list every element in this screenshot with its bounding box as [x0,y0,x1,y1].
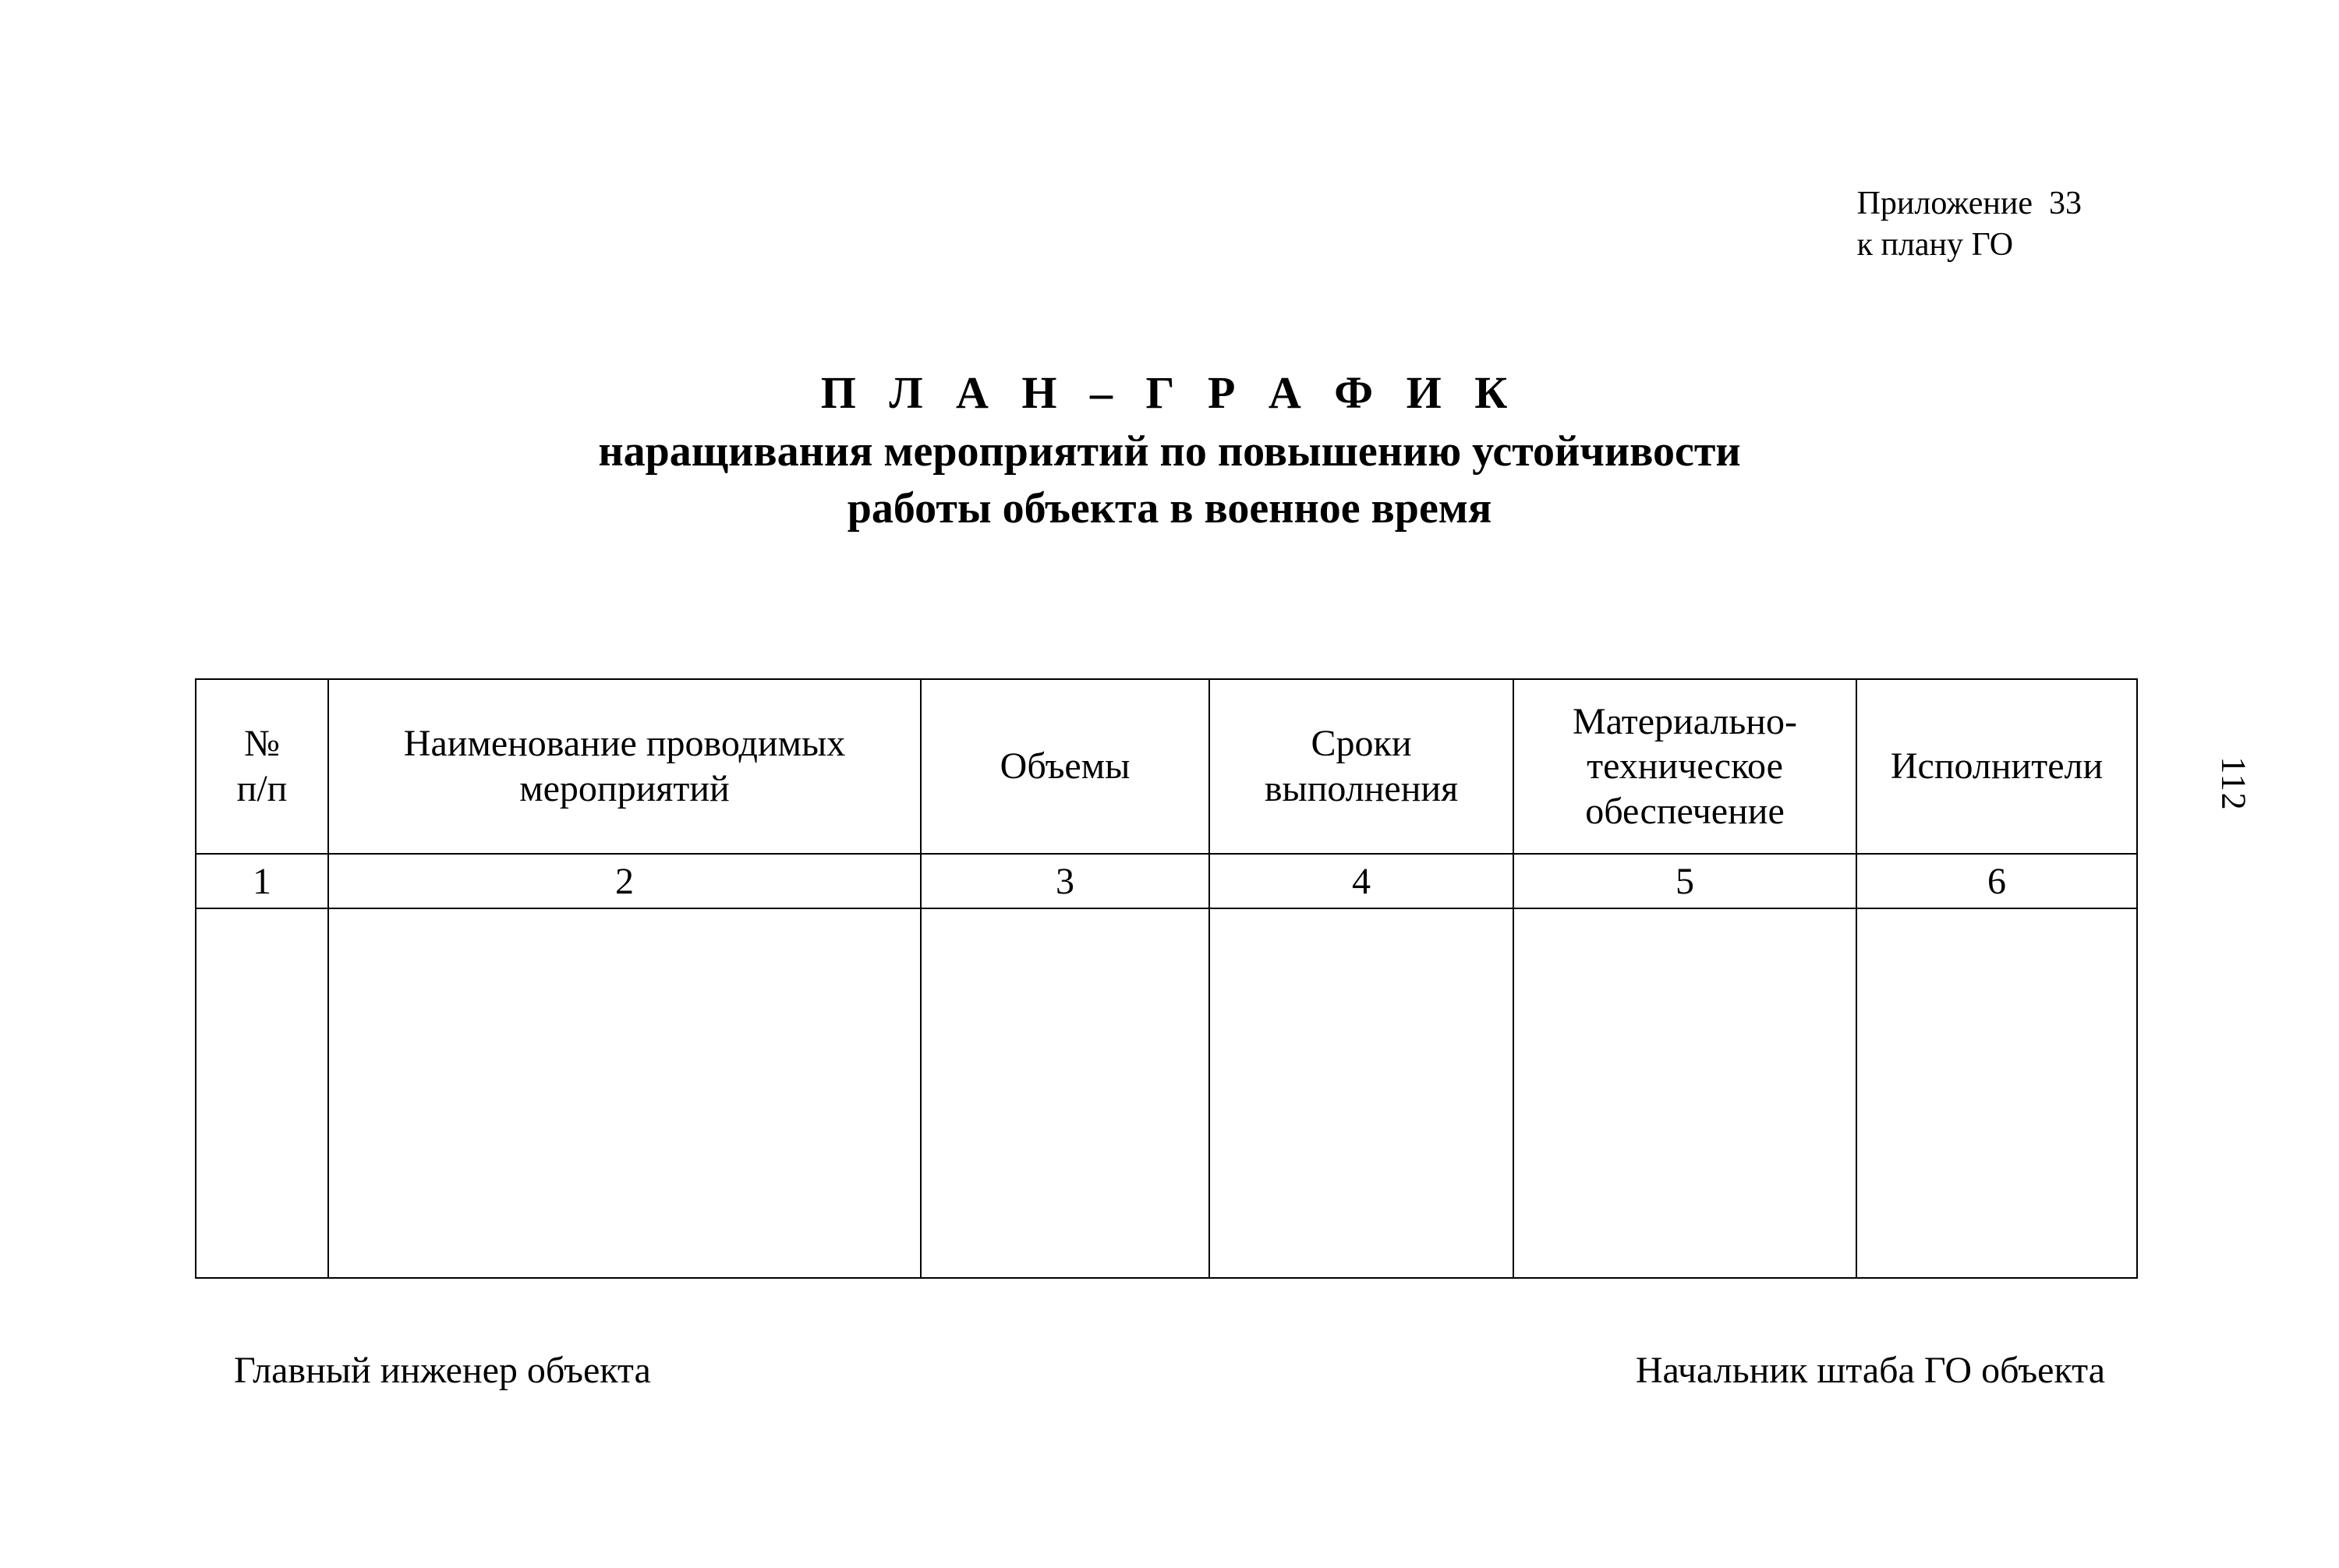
col-num-1: 1 [196,854,328,908]
cell-4 [1209,908,1513,1278]
col-num-6: 6 [1856,854,2137,908]
annex-line-1: Приложение 33 [1857,183,2082,225]
col-num-4: 4 [1209,854,1513,908]
title-block: П Л А Н – Г Р А Ф И К наращивания меропр… [0,366,2339,537]
table-body-row [196,908,2137,1278]
col-num-2: 2 [328,854,921,908]
col-header-3: Объемы [921,679,1209,854]
cell-5 [1513,908,1856,1278]
title-main: П Л А Н – Г Р А Ф И К [0,366,2339,419]
document-page: Приложение 33 к плану ГО П Л А Н – Г Р А… [0,0,2339,1568]
col-num-3: 3 [921,854,1209,908]
signature-left: Главный инженер объекта [234,1349,651,1392]
annex-line-2: к плану ГО [1857,225,2082,266]
title-sub-1: наращивания мероприятий по повышению уст… [0,423,2339,480]
col-header-2: Наименование проводимыхмероприятий [328,679,921,854]
plan-table-wrap: №п/п Наименование проводимыхмероприятий … [195,678,2136,1279]
col-header-6: Исполнители [1856,679,2137,854]
col-num-5: 5 [1513,854,1856,908]
cell-3 [921,908,1209,1278]
cell-2 [328,908,921,1278]
cell-1 [196,908,328,1278]
plan-table: №п/п Наименование проводимыхмероприятий … [195,678,2138,1279]
col-header-4: Срокивыполнения [1209,679,1513,854]
table-number-row: 1 2 3 4 5 6 [196,854,2137,908]
signatures-row: Главный инженер объекта Начальник штаба … [234,1349,2105,1392]
col-header-5: Материально-техническоеобеспечение [1513,679,1856,854]
signature-right: Начальник штаба ГО объекта [1636,1349,2105,1392]
annex-block: Приложение 33 к плану ГО [1857,183,2082,265]
cell-6 [1856,908,2137,1278]
page-number: 112 [2213,756,2253,811]
col-header-1: №п/п [196,679,328,854]
title-sub-2: работы объекта в военное время [0,480,2339,537]
table-header-row: №п/п Наименование проводимыхмероприятий … [196,679,2137,854]
